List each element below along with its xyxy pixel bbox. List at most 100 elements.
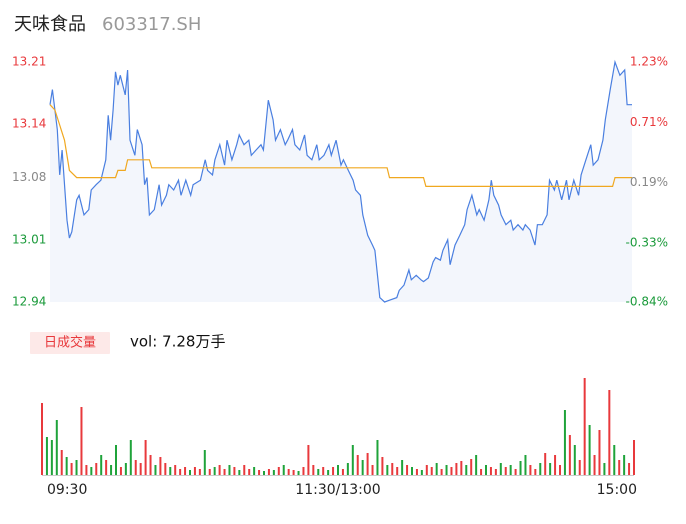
- volume-bar: [65, 457, 68, 475]
- volume-bar: [297, 471, 300, 475]
- volume-bar: [277, 467, 280, 475]
- volume-bar: [401, 460, 404, 475]
- volume-bar: [95, 463, 98, 475]
- x-tick-label: 15:00: [597, 482, 637, 498]
- volume-bar: [544, 453, 547, 475]
- volume-bar: [499, 463, 502, 475]
- volume-bar: [386, 465, 389, 475]
- volume-bar: [514, 469, 517, 475]
- y2-tick-label: 0.19%: [630, 175, 668, 189]
- volume-bar: [337, 465, 339, 475]
- volume-bar: [529, 465, 532, 475]
- volume-bar: [124, 463, 127, 475]
- x-tick-label: 11:30/13:00: [295, 482, 380, 498]
- volume-bar: [460, 461, 463, 475]
- volume-bar: [248, 469, 251, 475]
- volume-bar: [144, 440, 147, 475]
- volume-bar: [263, 471, 265, 475]
- volume-bar: [105, 460, 108, 475]
- volume-bar: [559, 465, 561, 475]
- volume-bar: [45, 437, 48, 475]
- y-tick-label: 13.08: [12, 170, 46, 184]
- volume-bar: [154, 465, 157, 475]
- volume-bar: [440, 469, 443, 475]
- price-line: [49, 59, 632, 303]
- volume-bar: [341, 469, 344, 475]
- volume-bar: [282, 465, 285, 475]
- volume-bar: [366, 453, 369, 475]
- volume-bar: [258, 470, 261, 475]
- x-tick-label: 09:30: [47, 482, 87, 498]
- volume-bar: [480, 469, 483, 475]
- volume-bar: [633, 440, 635, 475]
- volume-bar: [149, 455, 152, 475]
- volume-bar: [50, 440, 53, 475]
- volume-bar: [317, 469, 320, 475]
- volume-bar: [60, 450, 63, 475]
- volume-bar: [494, 469, 497, 475]
- volume-bar: [184, 467, 187, 475]
- volume-bar: [346, 463, 349, 475]
- volume-bar: [475, 455, 478, 475]
- volume-bar: [608, 390, 611, 475]
- volume-bar: [489, 467, 492, 475]
- volume-bar: [189, 470, 191, 475]
- average-line: [49, 104, 632, 187]
- volume-bar: [75, 460, 78, 475]
- volume-bar: [519, 461, 522, 475]
- volume-bar: [193, 467, 196, 475]
- y2-tick-label: -0.84%: [626, 295, 668, 309]
- volume-bar: [539, 463, 542, 475]
- volume-bar: [90, 467, 93, 475]
- volume-bar: [568, 435, 571, 475]
- volume-bar: [129, 440, 132, 475]
- volume-bar: [243, 465, 246, 475]
- volume-bar: [554, 455, 557, 475]
- volume-bar: [85, 465, 88, 475]
- volume-bar: [371, 465, 374, 475]
- volume-bar: [396, 467, 399, 475]
- volume-bar: [430, 467, 433, 475]
- volume-bar: [208, 469, 211, 475]
- volume-bar: [445, 465, 448, 475]
- stock-name: 天味食品: [14, 14, 86, 35]
- volume-button-label[interactable]: 日成交量: [44, 335, 96, 351]
- price-area: [50, 62, 632, 302]
- y-tick-label: 13.21: [12, 55, 46, 69]
- volume-bar: [504, 467, 507, 475]
- volume-bar: [435, 463, 438, 475]
- volume-bar: [598, 430, 601, 475]
- volume-bar: [41, 403, 43, 475]
- volume-bar: [534, 469, 537, 475]
- volume-bar: [618, 460, 621, 475]
- volume-bar: [233, 467, 236, 475]
- volume-bar: [139, 463, 142, 475]
- volume-bar: [228, 465, 231, 475]
- volume-bar: [588, 425, 591, 475]
- volume-bar: [465, 465, 468, 475]
- volume-bar: [563, 410, 566, 475]
- volume-bar: [327, 470, 330, 475]
- volume-bar: [361, 460, 364, 475]
- volume-button[interactable]: [30, 332, 110, 354]
- volume-bar: [623, 455, 626, 475]
- volume-bar: [381, 457, 384, 475]
- volume-bar: [159, 457, 162, 475]
- volume-bar: [455, 463, 458, 475]
- y-tick-label: 13.01: [12, 232, 46, 246]
- volume-bar: [272, 470, 275, 475]
- volume-bar: [169, 467, 172, 475]
- volume-bar: [420, 470, 423, 475]
- volume-summary: vol: 7.28万手: [130, 333, 225, 351]
- y2-tick-label: 1.23%: [630, 55, 668, 69]
- volume-bar: [391, 463, 394, 475]
- volume-bar: [100, 455, 103, 475]
- y2-tick-label: 0.71%: [630, 115, 668, 129]
- volume-bar: [524, 455, 527, 475]
- volume-bar: [322, 467, 325, 475]
- volume-bar: [287, 469, 290, 475]
- volume-bar: [119, 467, 122, 475]
- volume-bar: [238, 470, 241, 475]
- volume-bar: [509, 465, 512, 475]
- volume-bar: [578, 460, 581, 475]
